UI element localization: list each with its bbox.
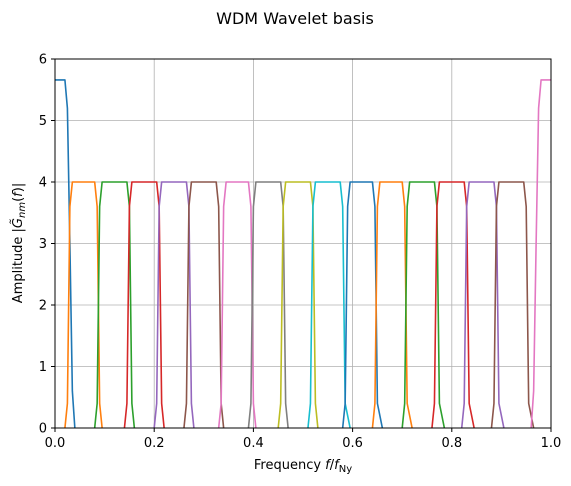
y-tick-label: 5: [39, 114, 47, 129]
y-label-prefix: Amplitude |: [11, 228, 26, 303]
x-axis-label: Frequency f/fNy: [254, 458, 352, 475]
y-label-close: )|: [11, 183, 26, 192]
y-axis-label: Amplitude |G̃nm(f)|: [11, 183, 28, 303]
series-line-10: [341, 181, 384, 428]
y-label-sub: nm: [17, 202, 28, 218]
y-tick-label: 4: [39, 176, 47, 191]
ticks: 0.0 0.2 0.4 0.6 0.8 1.0 0 1 2 3 4 5 6: [39, 53, 562, 452]
x-tick-label: 0.0: [45, 436, 66, 451]
x-label-slash: /: [330, 458, 335, 473]
series-line-11: [371, 181, 413, 428]
series-layer: [55, 79, 551, 428]
y-tick-label: 2: [39, 299, 47, 314]
series-line-6: [217, 181, 257, 428]
y-label-open: (: [11, 197, 26, 202]
x-label-f: f: [325, 458, 332, 473]
y-tick-label: 0: [39, 422, 47, 437]
series-line-5: [183, 181, 225, 428]
series-line-16: [530, 79, 551, 428]
series-line-13: [431, 181, 475, 428]
y-label-f: f: [11, 190, 26, 197]
series-line-15: [490, 181, 535, 428]
x-label-f2: f: [334, 458, 341, 473]
y-tick-label: 1: [39, 360, 47, 375]
x-tick-label: 0.6: [342, 436, 363, 451]
series-line-14: [460, 181, 505, 428]
series-line-8: [277, 181, 319, 428]
x-tick-label: 1.0: [541, 436, 562, 451]
x-tick-label: 0.2: [144, 436, 165, 451]
series-line-1: [64, 181, 103, 428]
x-tick-label: 0.8: [441, 436, 462, 451]
series-line-0: [55, 79, 76, 428]
y-label-g: G̃: [11, 218, 26, 228]
y-tick-label: 3: [39, 237, 47, 252]
chart-title: WDM Wavelet basis: [216, 9, 374, 28]
series-line-4: [153, 181, 195, 428]
y-tick-label: 6: [39, 53, 47, 68]
series-line-2: [93, 181, 136, 428]
x-label-sub: Ny: [339, 464, 352, 475]
series-line-12: [401, 181, 446, 428]
series-line-9: [307, 181, 351, 428]
x-label-prefix: Frequency: [254, 458, 325, 473]
series-line-3: [123, 181, 165, 428]
series-line-7: [247, 181, 289, 428]
x-tick-label: 0.4: [243, 436, 264, 451]
